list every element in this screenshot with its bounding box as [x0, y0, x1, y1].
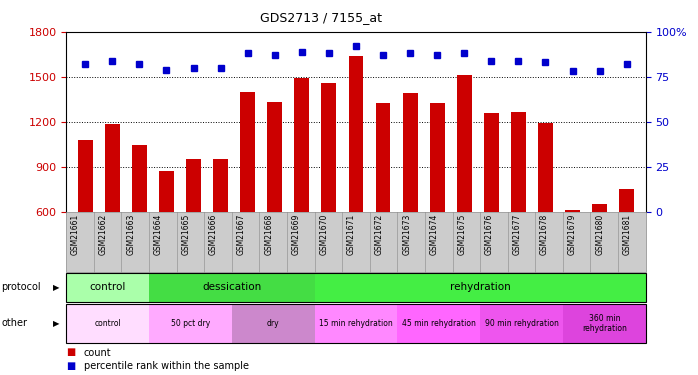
Bar [213, 159, 228, 212]
Text: GSM21670: GSM21670 [320, 214, 328, 255]
Bar [538, 123, 553, 212]
Text: GSM21667: GSM21667 [237, 214, 246, 255]
Text: protocol: protocol [1, 282, 41, 292]
Text: 45 min rehydration: 45 min rehydration [402, 319, 475, 328]
Bar [240, 92, 255, 212]
Text: GSM21661: GSM21661 [71, 214, 80, 255]
Text: 50 pct dry: 50 pct dry [171, 319, 210, 328]
Bar [186, 159, 201, 212]
Text: other: other [1, 318, 27, 328]
Bar [348, 56, 364, 212]
Text: 15 min rehydration: 15 min rehydration [319, 319, 393, 328]
Bar [565, 210, 580, 212]
Bar [322, 83, 336, 212]
Bar [619, 189, 634, 212]
Text: ■: ■ [66, 361, 75, 370]
Text: GSM21663: GSM21663 [126, 214, 135, 255]
Bar [132, 145, 147, 212]
Text: GSM21665: GSM21665 [181, 214, 191, 255]
Text: GSM21679: GSM21679 [567, 214, 577, 255]
Text: ▶: ▶ [53, 319, 59, 328]
Text: 90 min rehydration: 90 min rehydration [484, 319, 558, 328]
Text: GSM21669: GSM21669 [292, 214, 301, 255]
Bar [430, 103, 445, 212]
Text: GSM21662: GSM21662 [98, 214, 107, 255]
Text: dry: dry [267, 319, 279, 328]
Text: GSM21677: GSM21677 [512, 214, 521, 255]
Bar [511, 112, 526, 212]
Text: GSM21681: GSM21681 [623, 214, 632, 255]
Text: GSM21672: GSM21672 [375, 214, 384, 255]
Text: GSM21678: GSM21678 [540, 214, 549, 255]
Text: GSM21666: GSM21666 [209, 214, 218, 255]
Text: GSM21674: GSM21674 [430, 214, 439, 255]
Text: GSM21664: GSM21664 [154, 214, 163, 255]
Text: 360 min
rehydration: 360 min rehydration [582, 314, 627, 333]
Text: GSM21668: GSM21668 [265, 214, 273, 255]
Text: control: control [89, 282, 126, 292]
Bar [77, 140, 93, 212]
Text: GSM21680: GSM21680 [595, 214, 604, 255]
Text: count: count [84, 348, 112, 357]
Bar [295, 78, 309, 212]
Text: GSM21675: GSM21675 [457, 214, 466, 255]
Bar [159, 171, 174, 212]
Text: GSM21671: GSM21671 [347, 214, 356, 255]
Text: control: control [94, 319, 121, 328]
Bar [267, 102, 282, 212]
Bar [484, 113, 499, 212]
Text: GSM21673: GSM21673 [402, 214, 411, 255]
Bar [376, 103, 390, 212]
Bar [403, 93, 417, 212]
Bar [592, 204, 607, 212]
Text: GSM21676: GSM21676 [485, 214, 494, 255]
Bar [456, 75, 472, 212]
Text: percentile rank within the sample: percentile rank within the sample [84, 361, 248, 370]
Text: dessication: dessication [202, 282, 262, 292]
Text: rehydration: rehydration [450, 282, 510, 292]
Text: ▶: ▶ [53, 283, 59, 292]
Bar [105, 124, 120, 212]
Text: GDS2713 / 7155_at: GDS2713 / 7155_at [260, 11, 382, 24]
Text: ■: ■ [66, 348, 75, 357]
